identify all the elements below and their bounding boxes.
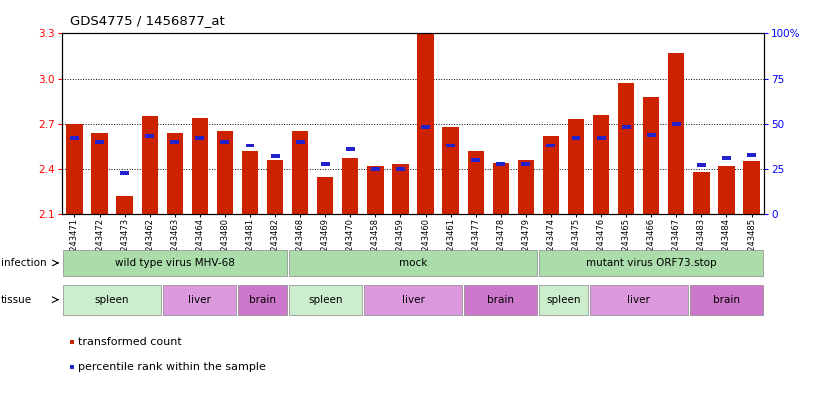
- Bar: [116, 196, 133, 214]
- Bar: [216, 131, 233, 214]
- Bar: [320, 162, 330, 165]
- Bar: [518, 160, 534, 214]
- Bar: [271, 154, 279, 158]
- Bar: [468, 151, 484, 214]
- Bar: [196, 136, 204, 140]
- Bar: [371, 167, 380, 171]
- Bar: [421, 125, 430, 129]
- Bar: [296, 140, 305, 144]
- Text: mutant virus ORF73.stop: mutant virus ORF73.stop: [586, 258, 716, 268]
- Bar: [141, 116, 158, 214]
- Text: transformed count: transformed count: [78, 337, 182, 347]
- Bar: [590, 285, 688, 315]
- Bar: [743, 162, 760, 214]
- Bar: [521, 162, 530, 165]
- Bar: [396, 167, 405, 171]
- Text: spleen: spleen: [95, 295, 130, 305]
- Bar: [221, 140, 230, 144]
- Bar: [245, 143, 254, 147]
- Text: brain: brain: [249, 295, 276, 305]
- Bar: [242, 151, 259, 214]
- Bar: [722, 156, 731, 160]
- Bar: [392, 164, 409, 214]
- Bar: [539, 250, 763, 275]
- Text: tissue: tissue: [1, 295, 32, 305]
- Bar: [145, 134, 154, 138]
- Bar: [170, 140, 179, 144]
- Text: percentile rank within the sample: percentile rank within the sample: [78, 362, 266, 373]
- Text: infection: infection: [1, 258, 46, 268]
- Bar: [443, 127, 458, 214]
- Bar: [464, 285, 538, 315]
- Bar: [647, 133, 656, 137]
- Bar: [239, 285, 287, 315]
- Bar: [192, 118, 208, 214]
- Bar: [164, 285, 236, 315]
- Bar: [417, 33, 434, 214]
- Bar: [63, 285, 161, 315]
- Bar: [547, 143, 555, 147]
- Text: liver: liver: [188, 295, 211, 305]
- Text: liver: liver: [401, 295, 425, 305]
- Text: spleen: spleen: [546, 295, 581, 305]
- Bar: [292, 131, 308, 214]
- Text: mock: mock: [399, 258, 427, 268]
- Text: GDS4775 / 1456877_at: GDS4775 / 1456877_at: [70, 14, 225, 27]
- Bar: [167, 133, 183, 214]
- Bar: [92, 133, 107, 214]
- Bar: [288, 250, 538, 275]
- Bar: [672, 122, 681, 126]
- Bar: [496, 162, 506, 165]
- Bar: [747, 152, 756, 156]
- Bar: [66, 124, 83, 214]
- Bar: [719, 166, 734, 214]
- Bar: [288, 285, 362, 315]
- Bar: [668, 53, 685, 214]
- Bar: [572, 136, 581, 140]
- Text: spleen: spleen: [308, 295, 343, 305]
- Bar: [267, 160, 283, 214]
- Bar: [622, 125, 630, 129]
- Bar: [95, 140, 104, 144]
- Bar: [368, 166, 383, 214]
- Bar: [364, 285, 463, 315]
- Bar: [593, 115, 610, 214]
- Bar: [446, 143, 455, 147]
- Bar: [492, 163, 509, 214]
- Text: brain: brain: [487, 295, 515, 305]
- Text: wild type virus MHV-68: wild type virus MHV-68: [115, 258, 235, 268]
- Text: brain: brain: [713, 295, 740, 305]
- Bar: [70, 136, 79, 140]
- Bar: [471, 158, 480, 162]
- Bar: [63, 250, 287, 275]
- Text: liver: liver: [627, 295, 650, 305]
- Bar: [543, 136, 559, 214]
- Bar: [120, 171, 129, 174]
- Bar: [346, 147, 355, 151]
- Bar: [690, 285, 763, 315]
- Bar: [539, 285, 587, 315]
- Bar: [697, 163, 706, 167]
- Bar: [596, 136, 605, 140]
- Bar: [643, 97, 659, 214]
- Bar: [693, 172, 710, 214]
- Bar: [317, 176, 334, 214]
- Bar: [567, 119, 584, 214]
- Bar: [342, 158, 358, 214]
- Bar: [618, 83, 634, 214]
